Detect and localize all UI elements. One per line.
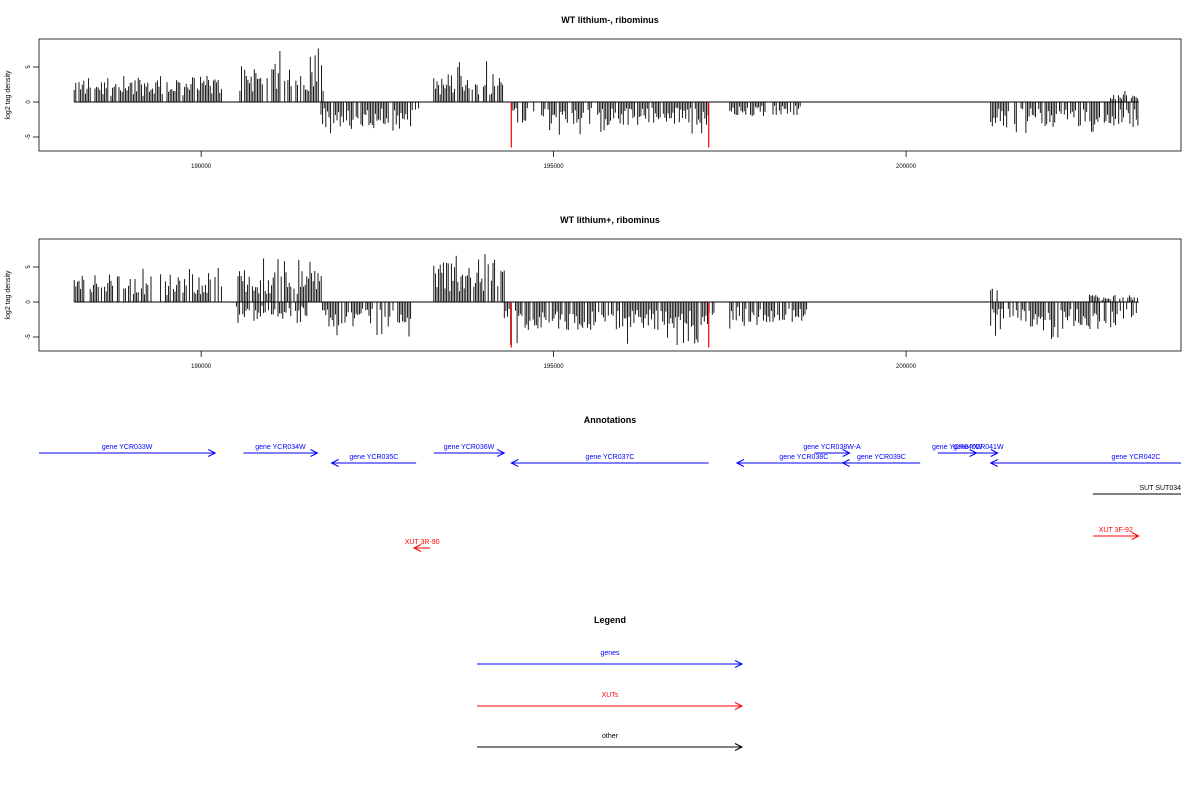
- y-tick-label: -5: [26, 334, 32, 340]
- plot-frame: [38, 38, 1182, 152]
- annotation-feature: gene YCR038C: [735, 454, 871, 467]
- feature-label: gene YCR036W: [444, 444, 495, 451]
- annotation-feature: gene YCR034W: [243, 444, 319, 457]
- arrow-head-right: [990, 449, 999, 457]
- legend: Legend genes XUTs other: [477, 615, 744, 751]
- feature-label: gene YCR033W: [102, 444, 153, 451]
- legend-arrow-head: [734, 702, 744, 710]
- arrow-head-left: [510, 459, 519, 467]
- annotation-feature: gene YCR038W-A: [803, 444, 861, 457]
- legend-items: genes XUTs other: [477, 650, 744, 751]
- annotation-feature: gene YCR037C: [510, 454, 709, 467]
- legend-label: genes: [600, 650, 620, 657]
- arrow-head-right: [310, 449, 319, 457]
- annotation-feature: gene YCR036W: [433, 444, 506, 457]
- panel-lithium-minus: WT lithium-, ribominus log2 tag density …: [5, 15, 1182, 170]
- legend-item: other: [477, 733, 744, 751]
- annotations-title: Annotations: [584, 415, 637, 425]
- feature-label: gene YCR041W: [953, 444, 1004, 451]
- feature-label: XUT 3F-92: [1099, 527, 1133, 534]
- feature-label: gene YCR034W: [255, 444, 306, 451]
- y-tick-label: 0: [26, 300, 32, 304]
- legend-item: XUTs: [477, 692, 744, 710]
- feature-label: gene YCR038W-A: [803, 444, 861, 451]
- y-axis-label: log2 tag density: [5, 70, 12, 120]
- y-axis-label: log2 tag density: [5, 270, 12, 320]
- annotation-feature: gene YCR035C: [330, 454, 417, 467]
- x-tick-label: 190000: [191, 164, 212, 170]
- x-tick-label: 190000: [191, 364, 212, 370]
- arrow-head-right: [208, 449, 217, 457]
- feature-label: gene YCR035C: [349, 454, 398, 461]
- y-tick-label: 5: [26, 65, 32, 69]
- annotation-feature: gene YCR041W: [953, 444, 1004, 457]
- legend-label: other: [602, 733, 619, 740]
- feature-label: gene YCR037C: [586, 454, 635, 461]
- legend-title: Legend: [594, 615, 626, 625]
- bar-group: [73, 254, 1138, 345]
- panel-title: WT lithium-, ribominus: [561, 15, 659, 25]
- panel-lithium-plus: WT lithium+, ribominus log2 tag density …: [5, 215, 1182, 370]
- feature-label: gene YCR042C: [1112, 454, 1161, 461]
- y-tick-label: -5: [26, 134, 32, 140]
- x-tick-label: 195000: [544, 364, 565, 370]
- legend-item: genes: [477, 650, 744, 668]
- annotation-feature: gene YCR033W: [39, 444, 217, 457]
- annotation-feature: gene YCR042C: [989, 454, 1181, 467]
- annotation-feature: gene YCR039C: [841, 454, 921, 467]
- arrow-head-left: [735, 459, 745, 467]
- arrow-head-right: [497, 449, 506, 457]
- legend-arrow-head: [734, 660, 744, 668]
- axis-group: 190000 195000 200000 -5 0 5: [26, 265, 1139, 370]
- annotation-feature: XUT 3R-90: [405, 539, 440, 552]
- arrow-head-right: [1131, 532, 1140, 540]
- feature-label: gene YCR038C: [779, 454, 828, 461]
- annotations-track: Annotations gene YCR033W gene YCR034Wgene…: [39, 415, 1181, 552]
- legend-label: XUTs: [602, 692, 619, 699]
- feature-label: gene YCR040W: [932, 444, 983, 451]
- panel-title: WT lithium+, ribominus: [560, 215, 660, 225]
- x-tick-label: 200000: [896, 164, 917, 170]
- axis-group: 190000 195000 200000 -5 0 5: [26, 65, 1139, 170]
- annotation-feature: XUT 3F-92: [1092, 527, 1140, 540]
- x-tick-label: 195000: [544, 164, 565, 170]
- feature-label: SUT SUT034: [1140, 485, 1182, 492]
- plot-frame: [38, 238, 1182, 352]
- bar-group: [73, 48, 1139, 135]
- annotation-items: gene YCR033W gene YCR034W gene YCR035C gene…: [39, 444, 1181, 552]
- arrow-head-left: [330, 459, 339, 467]
- legend-arrow-head: [734, 743, 744, 751]
- arrow-head-left: [412, 544, 422, 552]
- feature-label: XUT 3R-90: [405, 539, 440, 546]
- arrow-head-left: [989, 459, 998, 467]
- y-tick-label: 5: [26, 265, 32, 269]
- arrow-head-right: [842, 449, 851, 457]
- x-tick-label: 200000: [896, 364, 917, 370]
- y-tick-label: 0: [26, 100, 32, 104]
- annotation-feature: SUT SUT034: [1092, 485, 1182, 495]
- feature-label: gene YCR039C: [857, 454, 906, 461]
- arrow-head-left: [841, 459, 850, 467]
